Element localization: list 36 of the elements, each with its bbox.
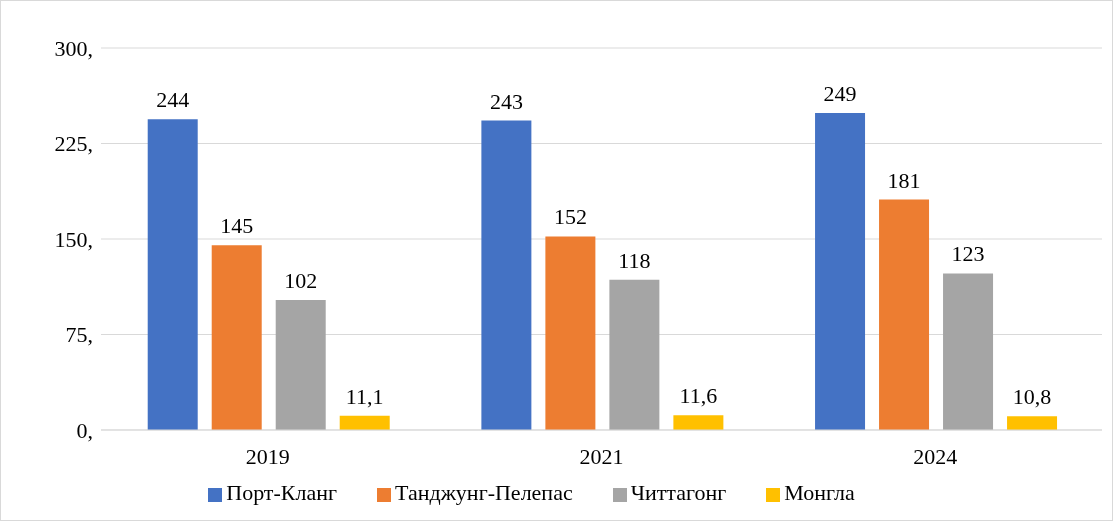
data-label: 102 — [284, 268, 318, 294]
data-label: 152 — [553, 204, 587, 230]
bar — [673, 415, 724, 430]
data-label: 243 — [489, 88, 523, 114]
data-label: 181 — [887, 167, 921, 193]
data-label: 11,6 — [679, 383, 718, 409]
bar — [943, 273, 994, 430]
legend-label: Порт-Кланг — [226, 480, 338, 505]
legend-label: Танджунг-Пелепас — [395, 480, 573, 505]
bar — [815, 112, 866, 430]
bar — [609, 279, 660, 430]
y-tick-label: 225, — [54, 131, 93, 157]
data-label: 145 — [220, 213, 254, 239]
data-label: 244 — [156, 87, 190, 113]
bar — [339, 415, 390, 430]
data-label: 10,8 — [1012, 384, 1052, 410]
y-tick-label: 300, — [54, 35, 93, 61]
x-tick-label: 2021 — [579, 443, 624, 469]
bar — [211, 245, 262, 430]
x-tick-label: 2024 — [913, 443, 958, 469]
data-label: 123 — [951, 241, 985, 267]
bar — [481, 120, 532, 430]
y-tick-label: 150, — [54, 226, 93, 252]
y-tick-label: 0, — [76, 417, 93, 443]
legend-label: Монгла — [784, 480, 855, 505]
bar — [1007, 416, 1058, 430]
y-tick-label: 75, — [65, 322, 93, 348]
legend-label: Читтагонг — [630, 480, 727, 505]
data-label: 118 — [618, 247, 651, 273]
data-label: 249 — [823, 80, 857, 106]
bar — [147, 119, 198, 430]
bar — [545, 236, 596, 430]
data-label: 11,1 — [345, 383, 384, 409]
bar — [879, 199, 930, 430]
x-tick-label: 2019 — [245, 443, 290, 469]
bar — [275, 300, 326, 430]
